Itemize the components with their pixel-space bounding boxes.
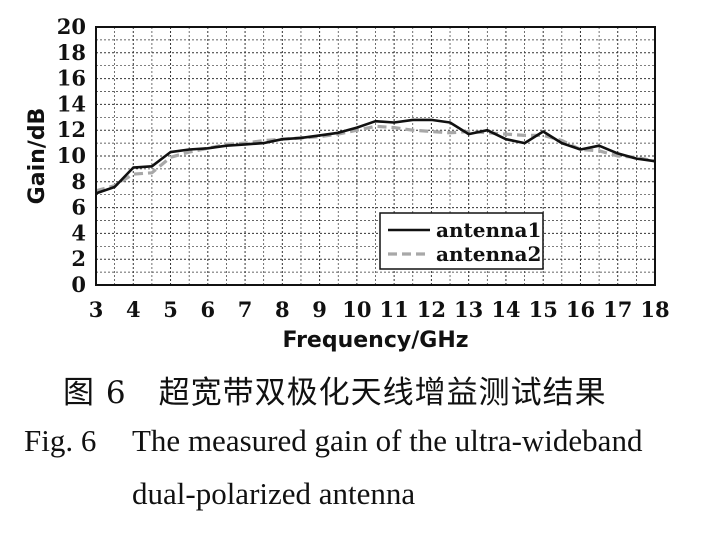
x-tick-label: 12 — [417, 297, 446, 322]
y-tick-label: 2 — [71, 246, 86, 271]
x-tick-label: 15 — [529, 297, 558, 322]
y-tick-label: 14 — [57, 91, 86, 116]
caption-english-line-1: The measured gain of the ultra-wideband — [132, 423, 643, 458]
x-tick-label: 8 — [275, 297, 290, 322]
x-tick-label: 6 — [200, 297, 215, 322]
y-tick-label: 4 — [71, 220, 86, 245]
y-tick-label: 20 — [57, 14, 86, 39]
x-tick-label: 14 — [491, 297, 520, 322]
x-tick-label: 18 — [640, 297, 669, 322]
x-tick-label: 4 — [126, 297, 141, 322]
x-tick-label: 11 — [380, 297, 409, 322]
plot-frame — [95, 26, 656, 286]
y-tick-label: 0 — [71, 272, 86, 297]
x-tick-label: 9 — [312, 297, 327, 322]
legend-box — [379, 212, 544, 270]
caption-figure-number: Fig. 6 — [24, 423, 97, 458]
series-layer — [95, 118, 656, 195]
series-line-antenna1 — [95, 118, 656, 195]
x-tick-label: 17 — [603, 297, 632, 322]
y-tick-label: 18 — [57, 40, 86, 65]
y-tick-label: 12 — [57, 117, 86, 142]
x-tick-label: 13 — [454, 297, 483, 322]
y-tick-label: 6 — [71, 195, 86, 220]
legend: antenna1 antenna2 — [379, 212, 544, 270]
legend-label-antenna2: antenna2 — [436, 242, 541, 266]
y-tick-label: 8 — [71, 169, 86, 194]
series-line-antenna2 — [95, 124, 656, 193]
x-tick-label: 16 — [566, 297, 595, 322]
y-tick-label: 10 — [57, 143, 86, 168]
x-tick-label: 5 — [163, 297, 178, 322]
x-tick-labels: 3 4 5 6 7 8 9 10 11 12 13 14 15 16 17 18 — [89, 297, 670, 322]
caption-chinese: 图 6 超宽带双极化天线增益测试结果 — [63, 375, 607, 411]
x-tick-label: 10 — [342, 297, 371, 322]
y-axis-label: Gain/dB — [25, 108, 50, 205]
grid-lines — [95, 26, 656, 286]
caption-english-line-2: dual-polarized antenna — [132, 476, 416, 511]
y-tick-label: 16 — [57, 66, 86, 91]
x-axis-label: Frequency/GHz — [282, 328, 468, 353]
x-tick-label: 7 — [238, 297, 253, 322]
x-tick-label: 3 — [89, 297, 104, 322]
legend-label-antenna1: antenna1 — [436, 218, 541, 242]
